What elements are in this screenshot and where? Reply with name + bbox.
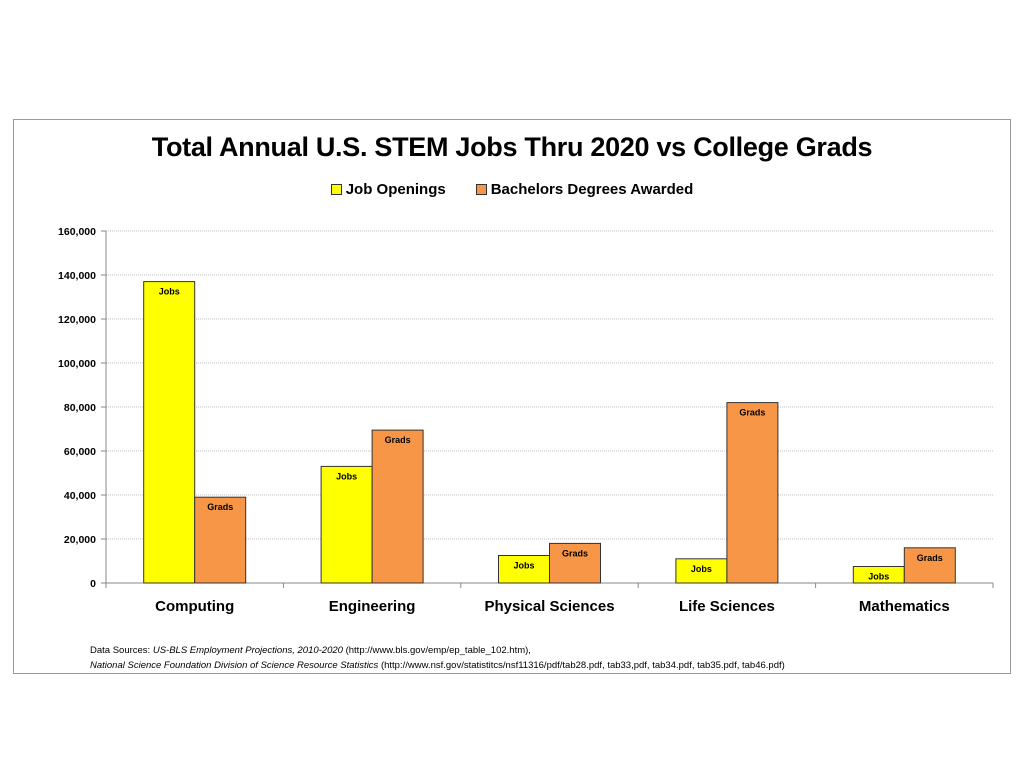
chart-legend: Job Openings Bachelors Degrees Awarded <box>0 181 1024 198</box>
sources-line-1: Data Sources: US-BLS Employment Projecti… <box>90 643 990 658</box>
legend-swatch-grads <box>475 184 487 195</box>
sources-nsf-title: National Science Foundation Division of … <box>90 660 379 671</box>
sources-prefix: Data Sources: <box>90 645 153 656</box>
legend-swatch-jobs <box>330 184 342 195</box>
sources-bls-url: (http://www.bls.gov/emp/ep_table_102.htm… <box>342 645 531 656</box>
legend-label-grads: Bachelors Degrees Awarded <box>490 181 694 198</box>
chart-title: Total Annual U.S. STEM Jobs Thru 2020 vs… <box>151 132 873 162</box>
data-sources: Data Sources: US-BLS Employment Projecti… <box>90 643 990 673</box>
sources-line-2: National Science Foundation Division of … <box>90 658 990 673</box>
sources-bls-title: US-BLS Employment Projections, 2010-2020 <box>152 645 343 656</box>
sources-nsf-urls: (http://www.nsf.gov/statistitcs/nsf11316… <box>378 660 785 671</box>
legend-item-bachelors-degrees: Bachelors Degrees Awarded <box>475 181 694 198</box>
chart-frame <box>13 119 1011 674</box>
legend-item-job-openings: Job Openings <box>330 181 446 198</box>
legend-label-jobs: Job Openings <box>345 181 446 198</box>
